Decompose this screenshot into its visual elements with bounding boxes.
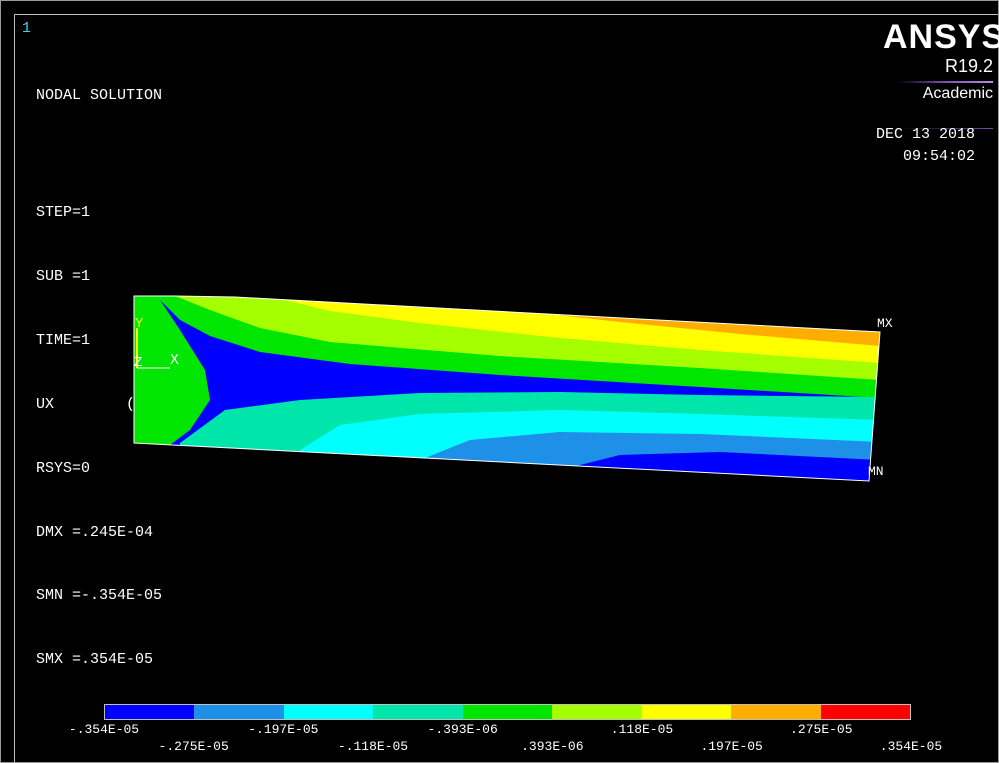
solution-title: NODAL SOLUTION [36, 86, 163, 104]
beam-lower-bands [180, 392, 880, 481]
legend-label-bottom-3: .197E-05 [700, 739, 763, 754]
legend-label-bottom-0: -.275E-05 [158, 739, 229, 754]
brand-underline [897, 128, 993, 129]
triad-z-label: Z [134, 355, 142, 371]
brand-name: ANSYS [883, 18, 999, 56]
legend-swatch-0 [105, 705, 195, 719]
smn-line: SMN =-.354E-05 [36, 587, 163, 605]
brand-edition: Academic [922, 85, 993, 102]
date-text: DEC 13 2018 [875, 126, 975, 143]
rsys-line: RSYS=0 [36, 459, 91, 477]
dmx-line: DMX =.245E-04 [36, 523, 154, 541]
window-number: 1 [22, 20, 32, 37]
time-text: 09:54:02 [902, 148, 975, 165]
step-line: STEP=1 [36, 204, 91, 222]
max-marker: MX [877, 316, 893, 331]
legend-swatch-8 [820, 705, 910, 719]
brand-version: R19.2 [944, 56, 993, 76]
legend-label-top-3: .118E-05 [610, 722, 674, 737]
contour-legend-bar [104, 704, 911, 720]
min-marker: MN [868, 464, 884, 479]
legend-label-top-4: .275E-05 [790, 722, 853, 737]
timestamp: DEC 13 2018 09:54:02 [876, 124, 975, 168]
graphics-area-border [14, 14, 998, 762]
legend-label-top-0: -.354E-05 [68, 722, 140, 737]
legend-label-top-1: -.197E-05 [248, 722, 319, 737]
solution-info-panel: NODAL SOLUTION STEP=1 SUB =1 TIME=1 UX (… [36, 42, 171, 692]
band-green-left [134, 300, 210, 470]
legend-label-bottom-2: .393E-06 [521, 739, 584, 754]
legend-label-bottom-4: .354E-05 [879, 739, 943, 754]
substep-line: SUB =1 [36, 267, 91, 285]
legend-swatch-6 [641, 705, 732, 719]
triad-y-label: Y [135, 316, 144, 332]
triad-x-label: X [170, 352, 179, 369]
time-line: TIME=1 [36, 331, 91, 349]
legend-swatch-1 [194, 705, 284, 719]
legend-swatch-3 [373, 705, 463, 719]
legend-swatch-7 [731, 705, 821, 719]
beam-outline [133, 295, 881, 482]
legend-swatch-4 [462, 705, 553, 719]
brand-divider [897, 81, 993, 83]
legend-swatch-2 [283, 705, 374, 719]
smx-line: SMX =.354E-05 [36, 651, 154, 669]
coordinate-triad: Y Z X [134, 316, 179, 371]
legend-label-top-2: -.393E-06 [427, 722, 498, 737]
legend-swatch-5 [552, 705, 642, 719]
legend-label-bottom-1: -.118E-05 [337, 739, 409, 754]
ansys-logo: ANSYS R19.2 Academic [883, 18, 999, 129]
